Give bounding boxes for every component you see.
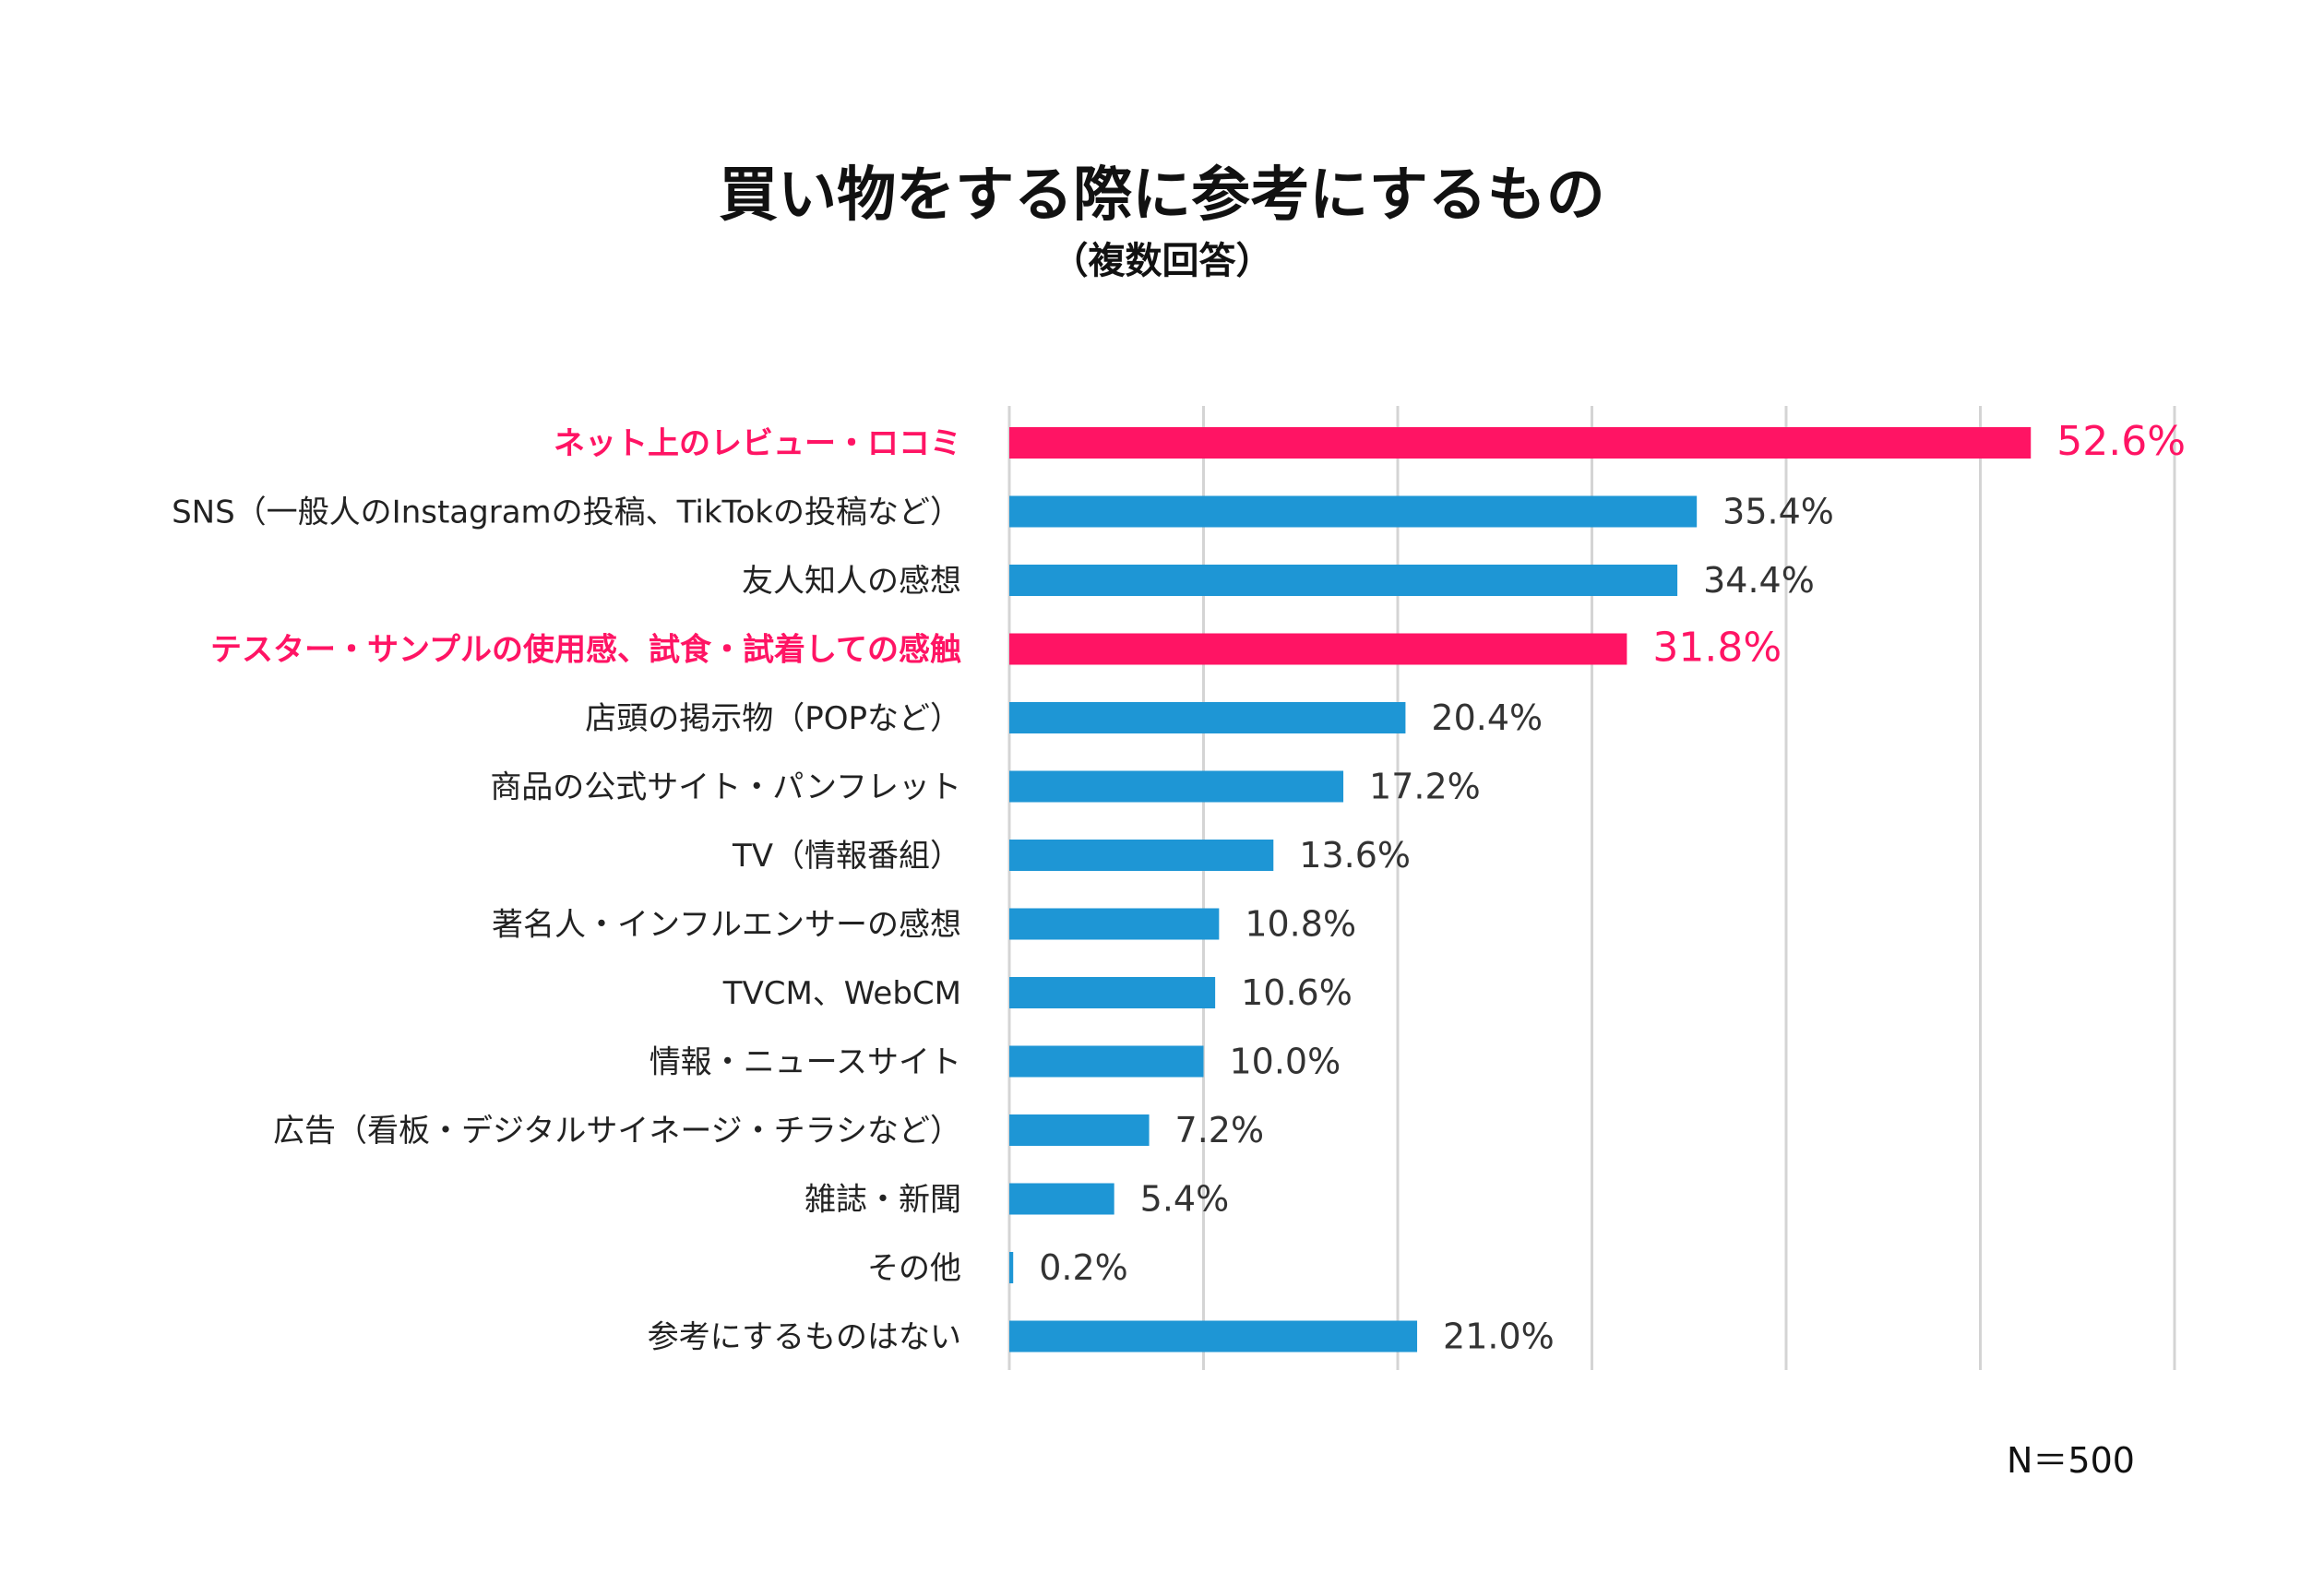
bar-10 (1009, 1114, 1150, 1146)
bar-4 (1009, 702, 1406, 733)
data-label-3: 31.8% (1652, 625, 1782, 672)
category-label-3: テスター・サンプルの使用感、試食・試着しての感触 (210, 632, 961, 669)
bar-9 (1009, 1045, 1204, 1078)
category-label-0: ネット上のレビュー・ロコミ (554, 425, 961, 462)
data-label-0: 52.6% (2056, 418, 2186, 465)
category-label-9: 情報・ニュースサイト (650, 1044, 961, 1081)
bar-11 (1009, 1183, 1114, 1215)
bar-13 (1009, 1320, 1418, 1353)
bar-8 (1009, 977, 1216, 1008)
data-label-9: 10.0% (1230, 1042, 1341, 1082)
bars (1009, 427, 2032, 1353)
data-label-4: 20.4% (1431, 697, 1543, 738)
bar-6 (1009, 840, 1274, 871)
bar-3 (1009, 633, 1627, 665)
gridlines (1007, 406, 2176, 1370)
category-label-4: 店頭の掲示物（POPなど） (585, 700, 961, 737)
category-label-5: 商品の公式サイト・パンフレット (490, 769, 961, 806)
data-label-10: 7.2% (1175, 1110, 1265, 1150)
data-label-6: 13.6% (1299, 835, 1411, 876)
data-label-7: 10.8% (1245, 904, 1356, 945)
category-label-10: 広告（看板・デジタルサイネージ・チラシなど） (273, 1113, 961, 1150)
bar-1 (1009, 495, 1698, 528)
data-label-11: 5.4% (1140, 1179, 1230, 1220)
bar-2 (1009, 565, 1678, 596)
sample-size-note: N＝500 (2007, 1440, 2135, 1481)
category-label-6: TV（情報番組） (732, 838, 961, 875)
data-label-13: 21.0% (1443, 1317, 1555, 1357)
labels: ネット上のレビュー・ロコミ 52.6% SNS（一般人のInstagramの投稿、T… (172, 418, 2186, 1357)
category-label-7: 著名人・インフルエンサーの感想 (492, 907, 961, 944)
category-label-13: 参考にするものはない (648, 1319, 961, 1356)
data-label-1: 35.4% (1722, 492, 1834, 532)
category-label-12: その他 (867, 1250, 961, 1287)
data-label-2: 34.4% (1703, 560, 1815, 601)
data-label-8: 10.6% (1241, 972, 1353, 1013)
data-label-12: 0.2% (1039, 1247, 1128, 1288)
bar-12 (1009, 1252, 1014, 1283)
bar-5 (1009, 770, 1344, 803)
category-label-8: TVCM、WebCM (722, 975, 961, 1012)
chart-title: 買い物をする際に参考にするもの (719, 161, 1605, 230)
category-label-1: SNS（一般人のInstagramの投稿、TikTokの投稿など） (172, 495, 961, 531)
data-label-5: 17.2% (1369, 767, 1481, 807)
category-label-11: 雑誌・新聞 (804, 1182, 961, 1219)
category-label-2: 友人知人の感想 (742, 563, 961, 600)
chart-subtitle: （複数回答） (1051, 240, 1273, 282)
bar-7 (1009, 908, 1220, 940)
bar-0 (1009, 427, 2032, 459)
